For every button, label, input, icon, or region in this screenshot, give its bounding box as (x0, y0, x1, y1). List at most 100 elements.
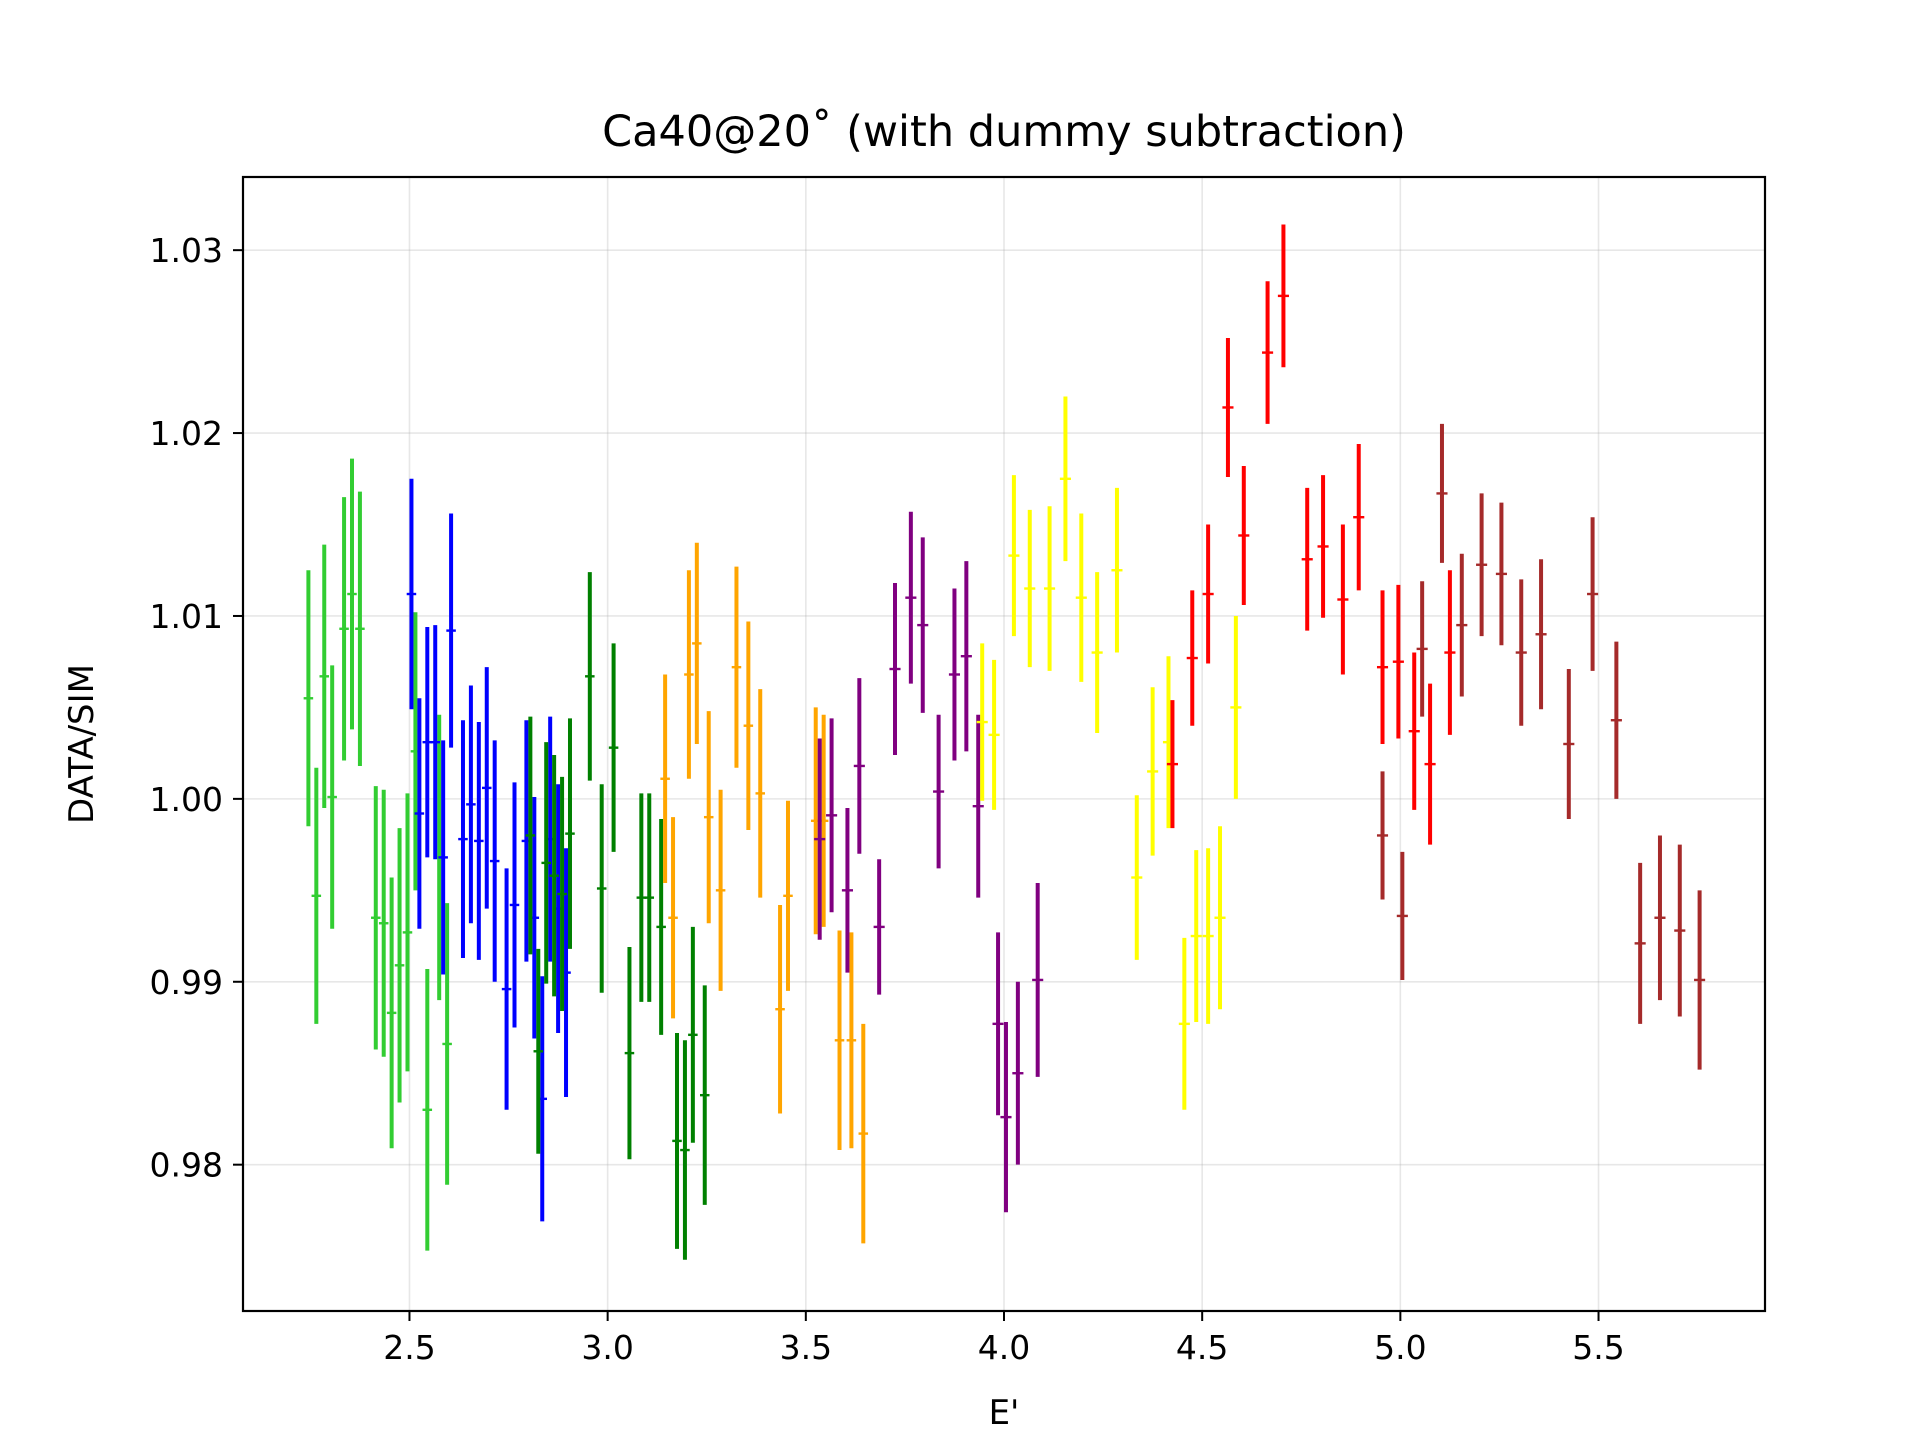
data-point (1277, 224, 1289, 368)
data-point (1186, 590, 1198, 726)
data-point (1674, 844, 1686, 1017)
y-tick-label: 1.00 (150, 780, 223, 819)
data-point (1301, 487, 1313, 631)
data-point (1214, 826, 1226, 1010)
data-point (489, 740, 500, 982)
data-point (1178, 937, 1190, 1110)
data-point (474, 722, 484, 960)
data-point (755, 689, 765, 898)
y-tick-label: 1.01 (150, 597, 223, 636)
data-point (692, 542, 702, 744)
x-tick-label: 3.5 (780, 1328, 832, 1367)
data-point (347, 458, 357, 730)
data-point (446, 513, 456, 748)
data-point (549, 754, 559, 997)
x-tick-label: 5.5 (1572, 1328, 1624, 1367)
data-point (1111, 487, 1123, 653)
data-point (442, 903, 452, 1185)
data-point (783, 800, 793, 991)
data-point (1456, 553, 1468, 697)
data-point (1476, 493, 1488, 637)
data-point (1262, 281, 1274, 424)
data-point (873, 859, 885, 995)
data-point (699, 985, 710, 1205)
data-point (660, 674, 670, 884)
data-point (1436, 423, 1448, 563)
data-point (1032, 883, 1044, 1077)
data-point (846, 932, 857, 1149)
data-point (688, 926, 698, 1143)
data-point (1230, 615, 1242, 799)
data-point (541, 742, 551, 984)
data-point (565, 718, 575, 949)
data-point (319, 544, 330, 809)
data-point (466, 685, 476, 924)
data-point (339, 497, 349, 761)
data-point (509, 782, 520, 1028)
data-point (557, 776, 567, 1012)
data-point (1392, 584, 1404, 739)
data-point (644, 793, 655, 1002)
series-3 (525, 572, 710, 1260)
data-point (775, 904, 785, 1114)
data-point (1495, 502, 1507, 646)
data-point (684, 570, 694, 779)
data-point (834, 930, 845, 1151)
data-point (608, 643, 619, 852)
data-point (438, 740, 448, 975)
data-point (1634, 862, 1646, 1024)
data-point (972, 714, 984, 898)
data-point (1694, 890, 1706, 1070)
data-point (715, 789, 726, 991)
data-point (917, 537, 929, 713)
grid-layer (243, 177, 1765, 1311)
data-point (422, 968, 433, 1251)
series-4 (660, 542, 869, 1244)
chart-title: Ca40@20˚ (with dummy subtraction) (602, 107, 1406, 157)
data-point (1515, 579, 1527, 726)
data-point (1190, 850, 1202, 1023)
x-axis-label: E' (989, 1393, 1020, 1433)
data-point (1131, 795, 1143, 960)
series-8 (1376, 423, 1706, 1070)
data-point (525, 716, 536, 955)
data-point (1166, 700, 1178, 829)
data-point (960, 561, 972, 752)
data-point (853, 678, 865, 854)
data-point (1396, 851, 1408, 980)
data-point (355, 491, 365, 766)
data-point (1012, 981, 1024, 1165)
data-point (826, 718, 838, 913)
data-point (1376, 590, 1389, 744)
series-1 (303, 458, 452, 1251)
data-point (1535, 559, 1547, 710)
data-point (430, 625, 440, 860)
data-point (672, 1032, 682, 1249)
data-point (948, 588, 961, 761)
tick-layer: 2.5 3.0 3.5 4.0 4.5 5.0 5.5 0.98 0.99 1.00 1.01 1.0… (150, 231, 1625, 1367)
data-point (743, 621, 754, 830)
data-point (858, 1023, 869, 1244)
data-point (992, 932, 1004, 1116)
series-2 (406, 478, 571, 1222)
data-point (889, 583, 901, 755)
data-point (378, 789, 389, 1057)
data-point (1000, 1022, 1012, 1213)
series-6 (976, 396, 1242, 1110)
data-point (1059, 396, 1071, 562)
series-7 (1166, 224, 1456, 845)
data-point (988, 659, 1000, 810)
x-tick-label: 5.0 (1374, 1328, 1426, 1367)
data-point (386, 877, 397, 1149)
data-point (1610, 641, 1622, 799)
data-point (1444, 570, 1456, 735)
data-layer (303, 224, 1706, 1260)
data-point (1075, 513, 1087, 682)
data-point (1416, 581, 1428, 717)
y-tick-label: 1.03 (150, 231, 223, 270)
data-point (1202, 524, 1214, 664)
data-point (624, 947, 635, 1160)
data-point (1563, 669, 1575, 819)
data-point (303, 570, 314, 827)
data-point (458, 720, 468, 958)
